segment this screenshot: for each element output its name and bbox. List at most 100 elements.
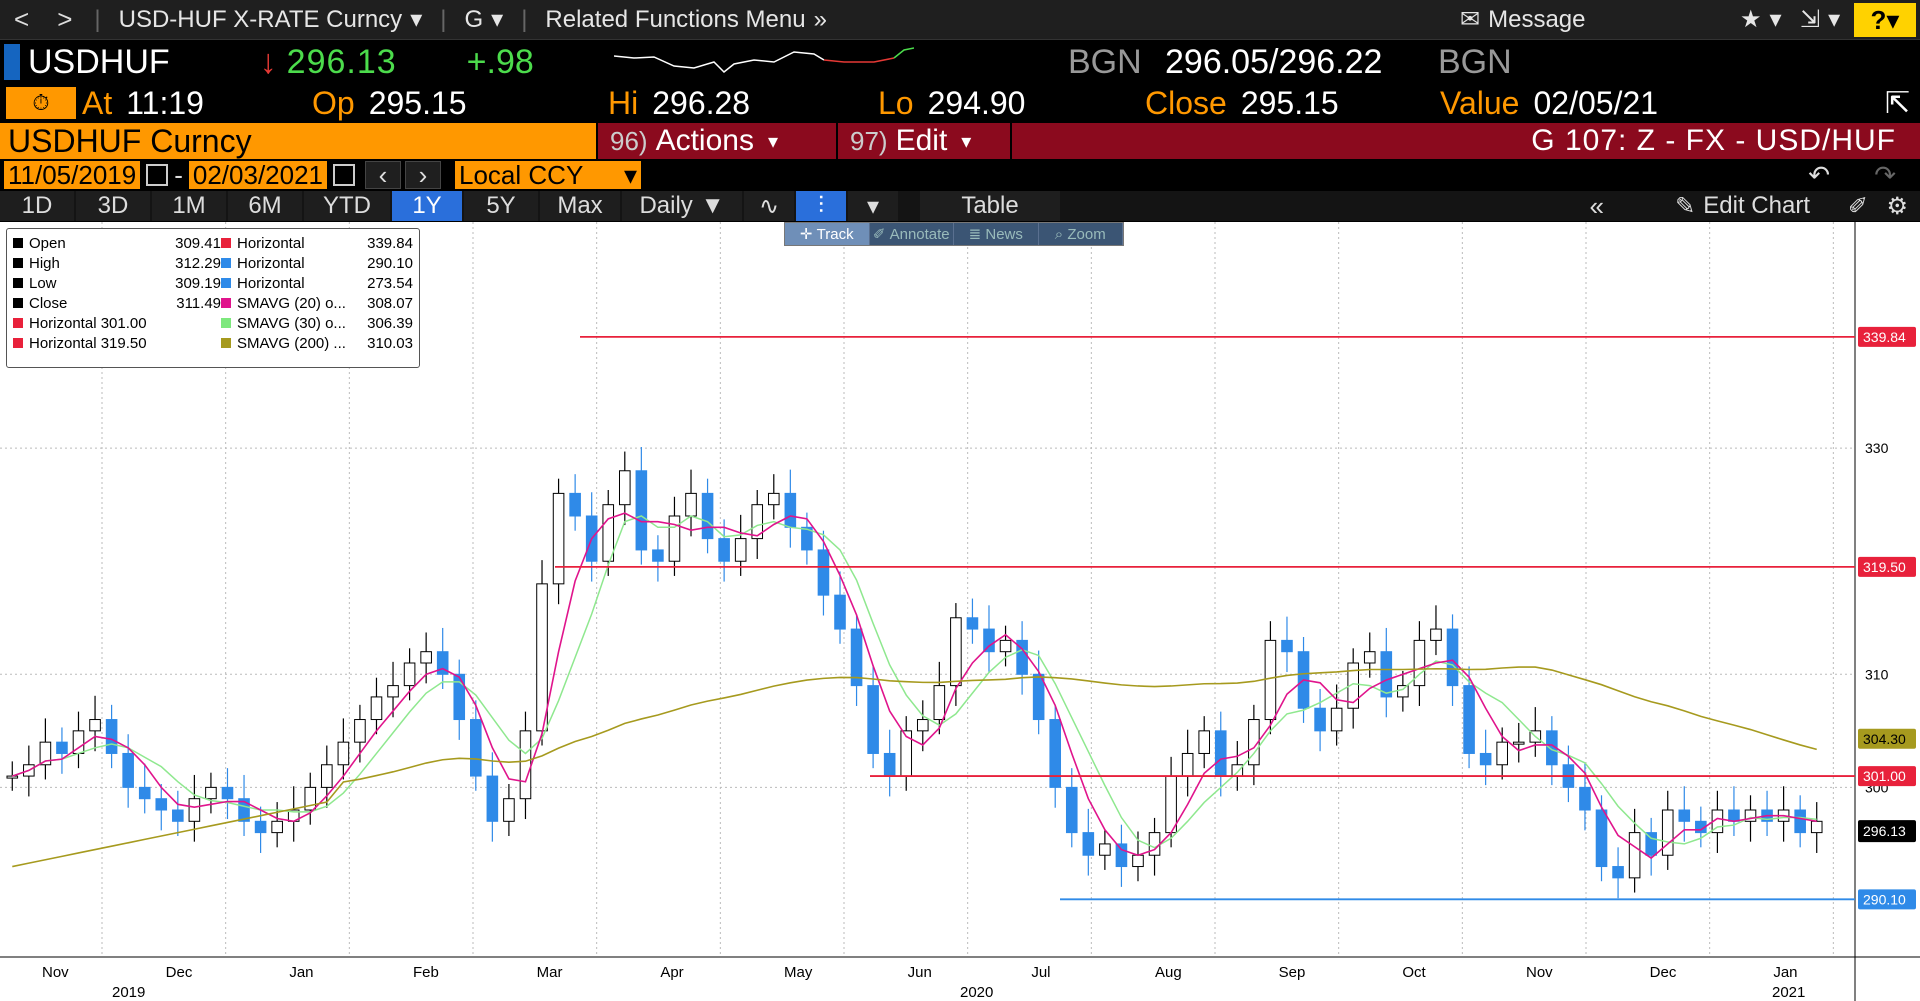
horizontal-line-label: 301.00 (1863, 768, 1906, 784)
period-max[interactable]: Max (540, 191, 620, 221)
security-menu[interactable]: USD-HUF X-RATE Curncy ▾ (109, 5, 433, 34)
divider: | (521, 5, 528, 33)
horizontal-line-tag (1858, 766, 1916, 787)
low-label: Lo (878, 84, 914, 121)
period-1m[interactable]: 1M (152, 191, 226, 221)
x-tick-label: Feb (413, 964, 439, 981)
sma200-tag (1858, 728, 1916, 749)
function-menu-label: G (464, 5, 484, 33)
candle-body (6, 775, 19, 779)
x-year-label: 2019 (112, 984, 145, 1001)
legend-entry[interactable]: Horizontal 290.10 (221, 253, 413, 273)
actions-menu[interactable]: 96) Actions ▾ (598, 123, 836, 159)
collapse-icon[interactable]: « (1589, 190, 1604, 221)
calendar-icon[interactable] (146, 164, 169, 186)
line-chart-icon[interactable]: ∿ (744, 191, 794, 221)
x-tick-label: Sep (1279, 964, 1306, 981)
period-1d[interactable]: 1D (0, 191, 74, 221)
help-label: ? (1870, 4, 1887, 35)
period-1y[interactable]: 1Y (392, 191, 462, 221)
related-functions-menu[interactable]: Related Functions Menu» (535, 6, 837, 34)
mode-track[interactable]: ✛ Track (785, 223, 870, 245)
legend-entry[interactable]: SMAVG (200) ... 310.03 (221, 333, 413, 353)
candle-body (89, 719, 101, 732)
bid-source: BGN (1068, 42, 1142, 81)
x-tick-label: Jan (289, 964, 313, 981)
message-button[interactable]: ✉ Message (1450, 5, 1596, 34)
function-menu[interactable]: G ▾ (454, 5, 513, 34)
security-bar: USDHUF Curncy 96) Actions ▾ 97) Edit ▾ G 107… (0, 123, 1920, 159)
candle-body (916, 719, 929, 732)
table-button[interactable]: Table (920, 191, 1060, 221)
chart-legend[interactable]: Open 309.41 High 312.29 Low 309.19 Close 311.49… (6, 228, 420, 368)
candle-body (1645, 832, 1657, 856)
previous-range-button[interactable]: ‹ (365, 160, 402, 190)
next-range-button[interactable]: › (405, 160, 442, 190)
period-ytd[interactable]: YTD (304, 191, 390, 221)
legend-entry[interactable]: SMAVG (30) o... 306.39 (221, 313, 413, 333)
period-3d[interactable]: 3D (76, 191, 150, 221)
help-button[interactable]: ? ▾ (1854, 3, 1916, 37)
favorites-button[interactable]: ★ ▾ (1730, 5, 1792, 34)
candle-body (1728, 809, 1740, 822)
legend-entry[interactable]: Horizontal 319.50 (13, 333, 221, 353)
candle-body (1512, 741, 1525, 745)
mode-news[interactable]: ≣ News (954, 223, 1039, 245)
at-value: 11:19 (126, 84, 204, 121)
legend-entry[interactable]: Close 311.49 (13, 293, 221, 313)
chart-type-dropdown[interactable]: ▾ (848, 191, 898, 221)
candle-body (1032, 673, 1045, 721)
frequency-select[interactable]: Daily ▼ (622, 191, 742, 221)
y-tick-label: 310 (1865, 666, 1889, 682)
legend-entry[interactable]: Low 309.19 (13, 273, 221, 293)
legend-swatch (221, 298, 231, 308)
end-date-input[interactable]: 02/03/2021 (188, 160, 328, 190)
open-label: Op (312, 84, 355, 121)
period-5y[interactable]: 5Y (464, 191, 538, 221)
back-button[interactable]: < (14, 4, 30, 34)
candle-body (1496, 741, 1508, 766)
horizontal-line-label: 290.10 (1863, 891, 1906, 907)
candle-body (1115, 843, 1128, 868)
period-6m[interactable]: 6M (228, 191, 302, 221)
currency-select[interactable]: Local CCY ▾ (455, 160, 642, 190)
mode-zoom[interactable]: ⌕ Zoom (1039, 223, 1123, 245)
legend-entry[interactable]: Horizontal 339.84 (221, 233, 413, 253)
edit-chart-button[interactable]: ✎ Edit Chart (1675, 192, 1810, 221)
x-tick-label: Apr (660, 964, 683, 981)
down-arrow-icon: ↓ (259, 42, 277, 81)
open-value: 295.15 (368, 84, 467, 121)
legend-entry[interactable]: Horizontal 273.54 (221, 273, 413, 293)
legend-entry[interactable]: Horizontal 301.00 (13, 313, 221, 333)
candle-body (1678, 809, 1691, 822)
undo-icon[interactable]: ↶ (1808, 159, 1830, 190)
candlestick-icon[interactable]: ⫶ (796, 191, 846, 221)
calendar-icon[interactable] (333, 164, 356, 186)
legend-swatch (221, 238, 231, 248)
candle-body (105, 719, 118, 754)
legend-swatch (221, 258, 231, 268)
candle-body (519, 730, 532, 800)
clock-icon[interactable]: ⏱ (4, 85, 78, 121)
legend-entry[interactable]: SMAVG (20) o... 308.07 (221, 293, 413, 313)
edit-menu[interactable]: 97) Edit ▾ (838, 123, 1010, 159)
start-date-input[interactable]: 11/05/2019 (4, 160, 141, 190)
candle-body (420, 651, 432, 664)
redo-icon[interactable]: ↷ (1874, 159, 1896, 190)
annotate-tool-icon[interactable]: ✐ (1847, 192, 1868, 220)
candle-body (1463, 685, 1475, 754)
candle-body (155, 798, 168, 811)
security-field[interactable]: USDHUF Curncy (0, 123, 596, 159)
chart-area[interactable]: 300 310 330 Nov Dec Jan Feb Mar Apr May Jun Jul Aug S… (0, 222, 1920, 1001)
candle-body (122, 752, 134, 788)
candle-body (486, 775, 499, 822)
export-button[interactable]: ⇲ ▾ (1790, 5, 1850, 34)
gear-icon[interactable]: ⚙ (1886, 192, 1908, 220)
last-price: 296.13 (286, 42, 397, 81)
legend-entry[interactable]: High 312.29 (13, 253, 221, 273)
mode-annotate[interactable]: ✐ Annotate (870, 223, 954, 245)
window-resize-icon[interactable]: ⇱ (1884, 86, 1910, 120)
forward-button[interactable]: > (57, 4, 73, 34)
legend-entry[interactable]: Open 309.41 (13, 233, 221, 253)
